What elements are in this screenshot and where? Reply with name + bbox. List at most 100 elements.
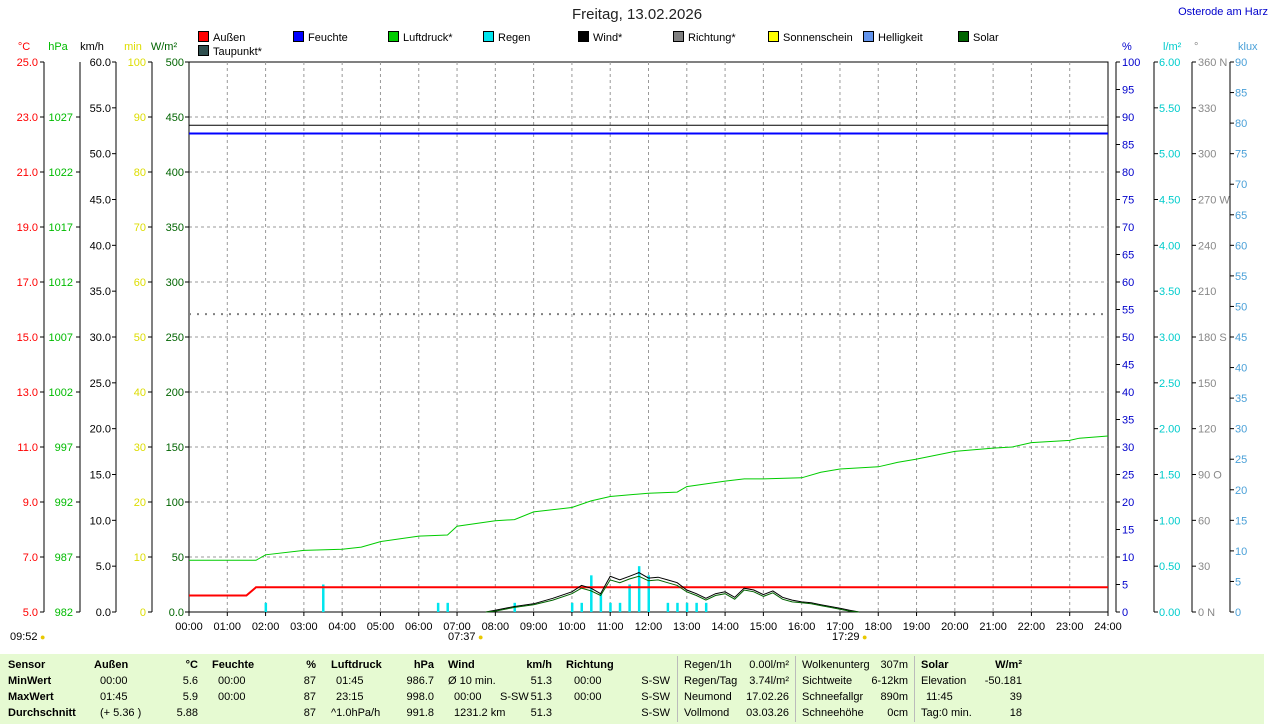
- stats-schneehoehe-label: Schneehöhe: [802, 707, 864, 719]
- brightness-tick-label: 55: [1235, 271, 1247, 283]
- sunset-time-label: 17:29 ●: [832, 631, 868, 643]
- brightness-tick-label: 25: [1235, 454, 1247, 466]
- pressure-tick-label: 1007: [49, 332, 73, 344]
- x-tick-label: 17:00: [826, 621, 854, 633]
- wind-tick-label: 60.0: [90, 57, 111, 69]
- stats-schneehoehe-value: 0cm: [887, 707, 908, 719]
- direction-tick-label: 240: [1198, 240, 1216, 252]
- rain-tick-label: 0.50: [1159, 561, 1180, 573]
- stats-wolken-label: Wolkenunterg: [802, 659, 870, 671]
- x-tick-label: 21:00: [979, 621, 1007, 633]
- stats-aussen-time: (+ 5.36 ): [100, 707, 142, 719]
- direction-tick-label: 150: [1198, 378, 1216, 390]
- x-tick-label: 11:00: [597, 621, 624, 633]
- brightness-tick-label: 50: [1235, 301, 1247, 313]
- brightness-axis-title: klux: [1238, 41, 1258, 53]
- humidity-tick-label: 50: [1122, 332, 1134, 344]
- legend-richtung: Richtung*: [673, 31, 736, 44]
- humidity-tick-label: 85: [1122, 140, 1134, 152]
- temp-axis-title: °C: [18, 41, 30, 53]
- legend-luftdruck: Luftdruck*: [388, 31, 453, 44]
- humidity-tick-label: 100: [1122, 57, 1140, 69]
- temp-tick-label: 21.0: [17, 167, 38, 179]
- temp-tick-label: 5.0: [23, 607, 38, 619]
- wind-tick-label: 55.0: [90, 103, 111, 115]
- legend-taupunkt: Taupunkt*: [198, 45, 262, 58]
- rain-tick-label: 0.00: [1159, 607, 1180, 619]
- brightness-tick-label: 15: [1235, 515, 1247, 527]
- rain-tick-label: 3.00: [1159, 332, 1180, 344]
- weather-chart: 00:00 01:00 02:00 03:00 04:00 05:00 06:00 07:00…: [17, 41, 1258, 633]
- stats-richtung-time: 00:00: [574, 691, 602, 703]
- temp-tick-label: 9.0: [23, 497, 38, 509]
- direction-axis-title: °: [1194, 41, 1198, 53]
- solar-tick-label: 500: [166, 57, 184, 69]
- rain-bar: [446, 602, 449, 612]
- brightness-tick-label: 0: [1235, 607, 1241, 619]
- humidity-tick-label: 60: [1122, 277, 1134, 289]
- wind-tick-label: 45.0: [90, 195, 111, 207]
- direction-tick-label: 0 N: [1198, 607, 1215, 619]
- x-tick-label: 04:00: [328, 621, 356, 633]
- direction-tick-label: 270 W: [1198, 195, 1230, 207]
- stats-sicht-label: Sichtweite: [802, 675, 853, 687]
- brightness-tick-label: 65: [1235, 210, 1247, 222]
- stats-luftdruck-time: ^1.0hPa/h: [331, 707, 381, 719]
- stats-feuchte-time: 00:00: [218, 691, 246, 703]
- direction-tick-label: 360 N: [1198, 57, 1227, 69]
- stats-wolken-value: 307m: [880, 659, 908, 671]
- stats-aussen-value: 5.88: [176, 707, 198, 719]
- stats-solar-value: -50.181: [984, 675, 1022, 687]
- direction-tick-label: 90 O: [1198, 470, 1222, 482]
- stats-wind-unit: km/h: [526, 659, 552, 671]
- stats-feuchte-value: 87: [303, 691, 316, 703]
- chart-title: Freitag, 13.02.2026: [571, 6, 703, 23]
- stats-richtung-time: 00:00: [574, 675, 602, 687]
- brightness-tick-label: 70: [1235, 179, 1247, 191]
- stats-feuchte-header: Feuchte: [212, 659, 255, 671]
- direction-tick-label: 30: [1198, 561, 1210, 573]
- stats-aussen-unit: °C: [185, 659, 198, 671]
- stats-wind-direction: S-SW: [500, 691, 529, 703]
- stats-wind-value: 51.3: [530, 707, 552, 719]
- stats-neumond-value: 17.02.26: [746, 691, 789, 703]
- x-tick-label: 00:00: [175, 621, 203, 633]
- sunmin-axis-title: min: [124, 41, 142, 53]
- rain-bar: [580, 602, 583, 612]
- rain-bar: [264, 602, 268, 612]
- pressure-tick-label: 1027: [49, 112, 73, 124]
- rain-tick-label: 4.50: [1159, 195, 1180, 207]
- x-tick-label: 08:00: [482, 621, 510, 633]
- humidity-tick-label: 55: [1122, 305, 1134, 317]
- wind-tick-label: 15.0: [90, 470, 111, 482]
- legend-sonnenschein: Sonnenschein: [768, 31, 853, 44]
- stats-luftdruck-value: 991.8: [406, 707, 434, 719]
- stats-aussen-header: Außen: [94, 659, 129, 671]
- direction-tick-label: 300: [1198, 149, 1216, 161]
- stats-wind-time: 00:00: [454, 691, 482, 703]
- humidity-axis-title: %: [1122, 41, 1132, 53]
- stats-aussen-value: 5.9: [182, 691, 198, 703]
- rain-bar: [322, 584, 325, 612]
- stats-solar-header: Solar: [921, 659, 949, 671]
- x-tick-label: 24:00: [1094, 621, 1122, 633]
- pressure-tick-label: 1012: [49, 277, 73, 289]
- stats-richtung-value: S-SW: [641, 707, 670, 719]
- solar-tick-label: 450: [166, 112, 184, 124]
- x-tick-label: 02:00: [252, 621, 280, 633]
- solar-tick-label: 150: [166, 442, 184, 454]
- rain-bar: [666, 602, 670, 612]
- legend-feuchte: Feuchte: [293, 31, 348, 44]
- series-auen-line: [189, 586, 1108, 597]
- stats-solar-time: Tag:0 min.: [921, 707, 972, 719]
- pressure-tick-label: 1022: [49, 167, 73, 179]
- sunmin-tick-label: 50: [134, 332, 146, 344]
- direction-tick-label: 180 S: [1198, 332, 1227, 344]
- rain-tick-label: 4.00: [1159, 240, 1180, 252]
- stats-richtung-value: S-SW: [641, 691, 670, 703]
- brightness-tick-label: 90: [1235, 57, 1247, 69]
- stats-feuchte-value: 87: [303, 675, 316, 687]
- rain-bar: [570, 602, 574, 612]
- humidity-tick-label: 75: [1122, 195, 1134, 207]
- stats-feuchte-value: 87: [303, 707, 316, 719]
